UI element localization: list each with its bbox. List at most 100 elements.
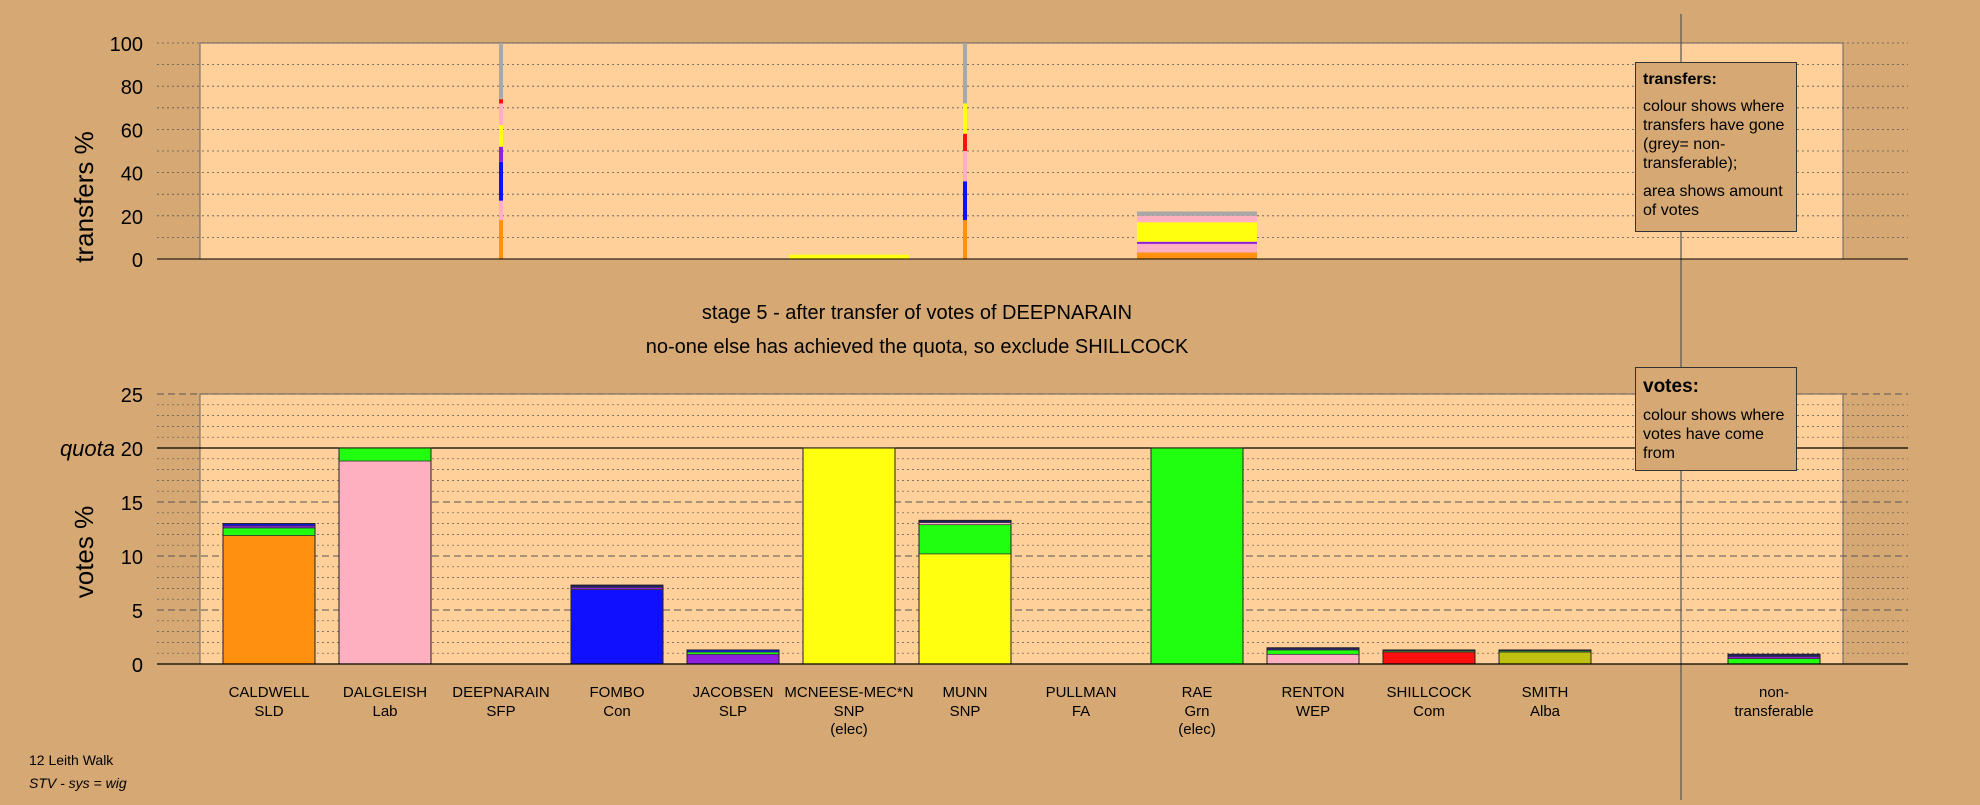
quota-label: quota <box>60 436 115 461</box>
transfer-segment <box>963 181 967 221</box>
transfers-y-tick-label: 0 <box>132 250 143 272</box>
candidate-name: DEEPNARAIN <box>452 684 550 701</box>
candidate-party: WEP <box>1296 703 1330 720</box>
transfer-segment <box>499 99 503 104</box>
candidate-name: MCNEESE-MEC*N <box>784 684 913 701</box>
transfers-y-axis-label: transfers % <box>69 131 99 263</box>
transfer-segment <box>1137 252 1257 259</box>
candidate-labels: CALDWELL SLD DALGLEISH Lab DEEPNARAIN SFP FOMB… <box>229 684 1814 738</box>
transfer-segment <box>963 220 967 259</box>
candidate-name: SMITH <box>1522 684 1569 701</box>
candidate-name: FOMBO <box>590 684 645 701</box>
candidate-name: CALDWELL <box>229 684 310 701</box>
transfers-grid <box>157 42 1908 238</box>
votes-grid <box>157 393 1908 654</box>
transfer-segment <box>963 133 967 151</box>
vote-segment <box>338 460 432 665</box>
transfer-segment <box>499 220 503 259</box>
votes-plot-area <box>199 393 1844 665</box>
transfers-y-ticks: 0 20 40 60 80 100 <box>110 34 143 272</box>
vote-segment <box>338 447 432 462</box>
transfers-legend-title: transfers: <box>1643 71 1717 88</box>
transfer-segment <box>1137 211 1257 216</box>
voting-system: STV - sys = wig <box>29 775 127 791</box>
votes-y-tick-label: 5 <box>132 601 143 623</box>
transfers-legend-area-text: area shows amount of votes <box>1643 183 1783 219</box>
votes-y-tick-label: 10 <box>121 547 143 569</box>
candidate-status: (elec) <box>1178 721 1216 738</box>
vote-segment <box>1382 651 1476 665</box>
transfers-bars <box>499 43 1257 259</box>
ward-name: 12 Leith Walk <box>29 752 114 768</box>
votes-y-axis-label: votes % <box>69 506 99 599</box>
vote-segment <box>802 447 896 665</box>
candidate-name: RAE <box>1182 684 1213 701</box>
transfer-segment <box>1137 222 1257 242</box>
vote-segment <box>1266 653 1360 665</box>
candidate-party: SNP <box>834 703 865 720</box>
transfer-segment <box>963 151 967 182</box>
candidate-status: (elec) <box>830 721 868 738</box>
transfers-plot-area <box>199 42 1844 260</box>
transfer-segment <box>499 103 503 126</box>
transfer-segment <box>499 43 503 100</box>
votes-legend-title: votes: <box>1643 376 1699 397</box>
votes-y-tick-label: 0 <box>132 655 143 677</box>
transfers-y-tick-label: 20 <box>121 207 143 229</box>
vote-segment <box>918 524 1012 555</box>
transfer-segment <box>499 146 503 162</box>
nontransferable-label: transferable <box>1734 703 1813 720</box>
vote-segment <box>222 535 316 665</box>
candidate-party: Alba <box>1530 703 1561 720</box>
transfers-y-tick-label: 60 <box>121 120 143 142</box>
votes-y-tick-label: 20 <box>121 439 143 461</box>
transfer-segment <box>963 103 967 134</box>
vote-segment <box>686 653 780 665</box>
transfer-segment <box>499 200 503 221</box>
candidate-party: Lab <box>372 703 397 720</box>
vote-segment <box>1150 447 1244 665</box>
stage-subtitle: no-one else has achieved the quota, so e… <box>646 336 1189 358</box>
votes-y-tick-label: 15 <box>121 493 143 515</box>
vote-segment <box>1266 649 1360 655</box>
transfer-segment <box>1137 241 1257 244</box>
votes-legend: votes: colour shows where votes have com… <box>1635 367 1797 471</box>
transfer-segment <box>499 161 503 201</box>
candidate-party: Com <box>1413 703 1445 720</box>
candidate-name: PULLMAN <box>1046 684 1117 701</box>
votes-y-tick-label: 25 <box>121 385 143 407</box>
transfers-y-tick-label: 40 <box>121 164 143 186</box>
candidate-party: Con <box>603 703 631 720</box>
transfers-y-tick-label: 100 <box>110 34 143 56</box>
transfer-segment <box>789 254 909 259</box>
candidate-party: FA <box>1072 703 1090 720</box>
candidate-name: SHILLCOCK <box>1386 684 1471 701</box>
votes-y-ticks: 0 5 10 15 20 25 <box>121 385 143 677</box>
vote-segment <box>570 589 664 665</box>
candidate-name: JACOBSEN <box>693 684 774 701</box>
transfer-segment <box>1137 243 1257 253</box>
votes-bars <box>222 447 1821 665</box>
stage-title: stage 5 - after transfer of votes of DEE… <box>702 302 1132 324</box>
vote-segment <box>918 553 1012 665</box>
transfers-y-tick-label: 80 <box>121 77 143 99</box>
candidate-name: DALGLEISH <box>343 684 427 701</box>
candidate-party: SLP <box>719 703 747 720</box>
candidate-party: Grn <box>1184 703 1209 720</box>
votes-legend-text: colour shows where votes have come from <box>1643 407 1785 462</box>
transfer-segment <box>499 125 503 147</box>
candidate-party: SLD <box>254 703 283 720</box>
candidate-name: MUNN <box>943 684 988 701</box>
transfers-legend: transfers: colour shows where transfers … <box>1635 62 1797 232</box>
vote-segment <box>222 527 316 536</box>
transfer-segment <box>963 43 967 104</box>
nontransferable-label: non- <box>1759 684 1789 701</box>
vote-segment <box>1727 658 1821 665</box>
transfers-legend-text: colour shows where transfers have gone (… <box>1643 98 1785 172</box>
candidate-name: RENTON <box>1281 684 1344 701</box>
transfer-segment <box>1137 215 1257 223</box>
candidate-party: SNP <box>950 703 981 720</box>
candidate-party: SFP <box>486 703 515 720</box>
